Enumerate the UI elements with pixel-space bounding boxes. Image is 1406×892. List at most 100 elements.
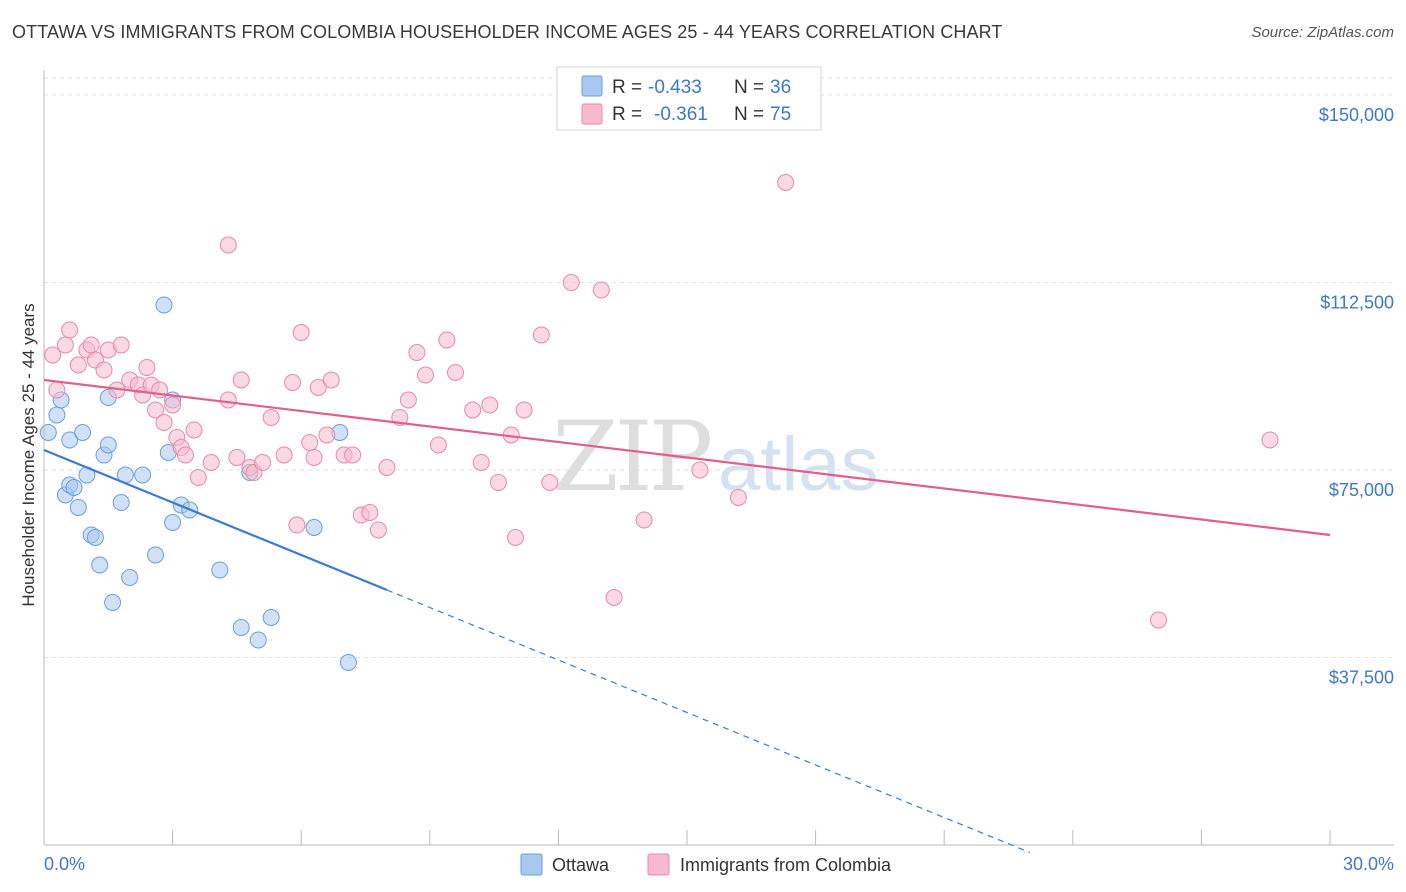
point-colombia	[1261, 431, 1279, 449]
point-colombia	[532, 326, 550, 344]
point-colombia	[82, 336, 100, 354]
y-axis-label: Householder Income Ages 25 - 44 years	[19, 303, 38, 606]
point-colombia	[592, 281, 610, 299]
point-colombia	[155, 414, 173, 431]
point-ottawa	[262, 609, 280, 626]
x-tick-label-min: 0.0%	[44, 854, 85, 874]
point-colombia	[562, 274, 580, 291]
point-colombia	[275, 446, 293, 464]
point-ottawa	[249, 631, 267, 649]
legend-box: R = -0.433 N = 36 R = -0.361 N = 75	[556, 66, 822, 131]
point-colombia	[262, 409, 280, 426]
point-ottawa	[134, 466, 152, 484]
y-tick-label: $150,000	[1319, 105, 1394, 125]
point-colombia	[635, 511, 653, 529]
source-label: Source: ZipAtlas.com	[1251, 24, 1394, 41]
point-colombia	[219, 236, 237, 254]
point-ottawa	[211, 561, 229, 579]
point-colombia	[691, 461, 709, 479]
point-ottawa	[61, 431, 79, 449]
point-colombia	[309, 379, 327, 396]
point-ottawa	[339, 654, 357, 671]
y-tick-label: $37,500	[1329, 668, 1394, 688]
point-colombia	[185, 421, 203, 439]
point-colombia	[138, 359, 156, 376]
x-ticks	[43, 830, 1331, 845]
point-colombia	[61, 321, 79, 339]
legend-n-value-ottawa: 36	[770, 77, 791, 98]
point-colombia	[369, 521, 387, 539]
point-colombia	[1150, 611, 1167, 629]
point-colombia	[417, 366, 434, 384]
point-ottawa	[232, 619, 250, 636]
point-colombia	[605, 589, 623, 606]
point-colombia	[305, 449, 323, 466]
point-colombia	[322, 371, 340, 389]
point-colombia	[489, 474, 507, 491]
point-colombia	[438, 331, 456, 349]
data-points	[39, 174, 1279, 671]
point-colombia	[112, 336, 130, 354]
point-colombia	[48, 381, 66, 399]
point-ottawa	[112, 494, 130, 511]
trend-line-ottawa	[43, 448, 388, 592]
point-colombia	[464, 401, 482, 419]
point-colombia	[284, 374, 302, 391]
point-colombia	[189, 469, 207, 486]
trend-line-ottawa-extension	[386, 589, 1031, 854]
point-colombia	[378, 459, 396, 476]
legend-r-value-colombia: -0.361	[654, 104, 708, 125]
point-ottawa	[48, 406, 66, 424]
point-ottawa	[147, 546, 164, 564]
bottom-legend-swatch-ottawa	[520, 853, 543, 876]
point-colombia	[318, 426, 336, 444]
point-ottawa	[305, 519, 323, 536]
point-ottawa	[121, 569, 139, 586]
point-colombia	[408, 344, 426, 361]
point-ottawa	[104, 594, 122, 611]
point-colombia	[429, 436, 447, 454]
trend-line-colombia	[43, 378, 1331, 537]
legend-n-value-colombia: 75	[770, 104, 791, 125]
point-colombia	[69, 356, 87, 374]
point-colombia	[344, 446, 362, 464]
bottom-legend: Ottawa Immigrants from Colombia	[520, 853, 892, 876]
bottom-legend-colombia: Immigrants from Colombia	[680, 855, 892, 875]
legend-r-label-ottawa: R =	[612, 77, 642, 98]
legend-n-label-colombia: N =	[734, 104, 764, 125]
point-colombia	[777, 174, 795, 191]
point-colombia	[202, 454, 220, 471]
point-ottawa	[39, 424, 57, 441]
point-colombia	[147, 401, 164, 419]
point-colombia	[729, 489, 747, 506]
point-ottawa	[91, 556, 109, 574]
trend-lines	[43, 378, 1331, 854]
point-colombia	[254, 454, 272, 471]
point-colombia	[515, 401, 533, 419]
point-colombia	[301, 434, 319, 451]
chart-title: OTTAWA VS IMMIGRANTS FROM COLOMBIA HOUSE…	[12, 22, 1003, 42]
point-colombia	[361, 504, 379, 521]
bottom-legend-swatch-colombia	[647, 853, 670, 876]
point-colombia	[232, 371, 250, 389]
legend-r-value-ottawa: -0.433	[648, 77, 702, 98]
point-colombia	[541, 474, 559, 491]
y-tick-labels: $37,500 $75,000 $112,500 $150,000	[1319, 105, 1394, 688]
point-ottawa	[74, 424, 92, 441]
axes	[43, 70, 1394, 846]
point-ottawa	[69, 499, 87, 516]
point-colombia	[292, 324, 310, 341]
legend-swatch-colombia	[581, 103, 603, 125]
point-ottawa	[65, 479, 83, 496]
point-colombia	[447, 364, 464, 381]
point-ottawa	[164, 514, 182, 531]
point-colombia	[95, 361, 113, 379]
point-colombia	[228, 449, 246, 466]
y-tick-label: $75,000	[1329, 480, 1394, 500]
point-colombia	[399, 391, 417, 409]
point-colombia	[507, 529, 524, 546]
point-colombia	[56, 336, 74, 354]
gridlines	[44, 77, 1394, 658]
legend-n-label-ottawa: N =	[734, 77, 764, 98]
